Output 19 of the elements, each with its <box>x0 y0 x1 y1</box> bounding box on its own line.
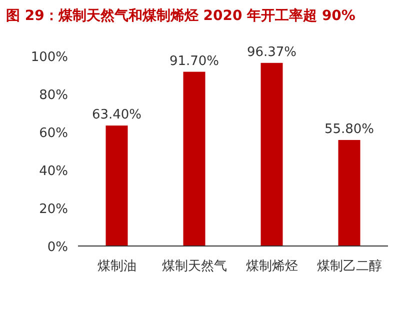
y-tick-label: 80% <box>39 88 68 103</box>
data-label: 55.80% <box>324 122 374 137</box>
bar <box>260 62 283 246</box>
x-tick-label: 煤制油 <box>97 259 136 274</box>
y-tick-label: 100% <box>30 50 68 65</box>
x-tick-label: 煤制乙二醇 <box>316 259 382 274</box>
y-tick-label: 20% <box>39 202 68 217</box>
data-label: 96.37% <box>246 44 297 60</box>
x-tick-label: 煤制天然气 <box>162 259 227 274</box>
y-tick-label: 60% <box>39 126 68 141</box>
bar <box>106 126 128 246</box>
bar <box>183 72 206 246</box>
chart-title: 图 29：煤制天然气和煤制烯烃 2020 年开工率超 90% <box>6 7 356 24</box>
x-tick-label: 煤制烯烃 <box>246 259 298 274</box>
bar <box>338 140 360 246</box>
data-label: 63.40% <box>92 108 142 123</box>
data-label: 91.70% <box>169 54 220 69</box>
y-tick-label: 40% <box>39 164 68 179</box>
y-tick-label: 0% <box>47 240 68 255</box>
